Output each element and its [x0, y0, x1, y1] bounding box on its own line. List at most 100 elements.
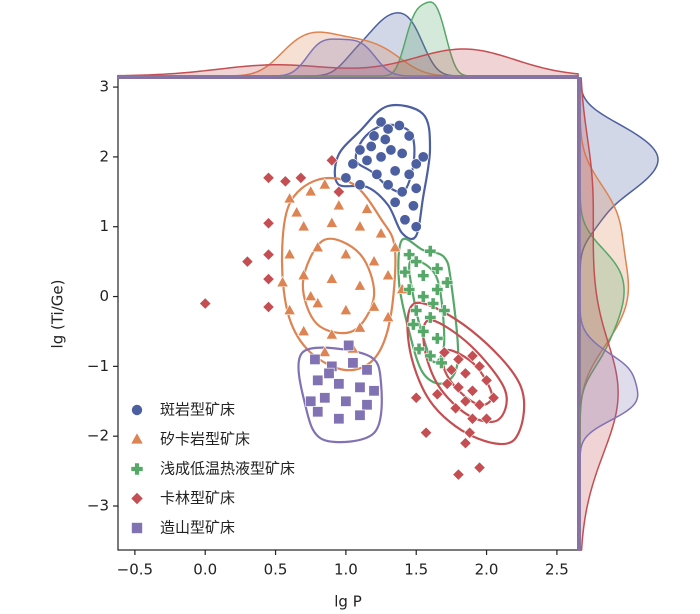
point [382, 123, 394, 135]
legend-label: 浅成低温热液型矿床 [160, 460, 295, 478]
contour [333, 103, 432, 241]
point [398, 266, 411, 279]
point [339, 303, 353, 315]
point [365, 140, 377, 152]
point [361, 364, 373, 376]
point [441, 377, 454, 390]
point [318, 177, 332, 190]
point [294, 171, 308, 184]
x-tick-label: 1.0 [334, 561, 358, 579]
point [399, 214, 411, 226]
contour [301, 237, 376, 335]
y-tick-label: 1 [99, 217, 109, 235]
point [283, 247, 296, 260]
point [354, 409, 366, 421]
point [347, 158, 359, 170]
point [403, 130, 415, 142]
legend-label: 卡林型矿床 [160, 489, 235, 507]
point [283, 303, 296, 315]
point [438, 346, 451, 359]
point [396, 147, 408, 159]
legend-marker [131, 463, 143, 475]
point [441, 276, 454, 289]
point [381, 268, 395, 281]
point [381, 310, 395, 322]
point [438, 304, 451, 317]
point [262, 217, 275, 230]
x-tick-label: 0.0 [193, 561, 217, 579]
point [340, 172, 352, 184]
marginal-x [117, 48, 579, 79]
y-tick-label: 3 [99, 78, 109, 96]
point [241, 255, 254, 268]
point [389, 196, 401, 208]
point [424, 245, 437, 258]
point [325, 216, 339, 228]
x-tick-label: 2.0 [475, 561, 499, 579]
point [407, 200, 419, 212]
point [375, 151, 387, 163]
point [431, 283, 444, 296]
contour [406, 301, 526, 446]
point [480, 412, 493, 425]
point [312, 374, 324, 386]
legend-label: 斑岩型矿床 [160, 401, 235, 419]
point [396, 186, 408, 198]
point [353, 219, 367, 232]
point [487, 391, 500, 404]
point [424, 311, 437, 324]
point [379, 133, 391, 145]
point [332, 185, 346, 198]
point [417, 325, 430, 338]
point [389, 165, 401, 177]
point [459, 437, 472, 450]
point [325, 328, 339, 340]
legend-marker [131, 404, 143, 416]
point [413, 342, 426, 355]
point [449, 402, 462, 415]
point [459, 395, 472, 408]
point [368, 130, 380, 142]
point [305, 395, 317, 407]
marginal-y [577, 77, 639, 551]
legend-label: 造山型矿床 [160, 519, 235, 537]
point [463, 426, 476, 439]
point [417, 151, 429, 163]
y-tick-label: 2 [99, 147, 109, 165]
point [297, 324, 310, 336]
point [371, 168, 383, 180]
point [262, 272, 275, 286]
y-tick-label: 0 [99, 287, 109, 305]
point [318, 345, 332, 357]
point [374, 226, 388, 239]
point [452, 468, 465, 481]
point [466, 349, 479, 363]
point [419, 426, 433, 439]
point [375, 116, 387, 128]
point [262, 248, 275, 261]
point [319, 392, 331, 404]
legend-marker [131, 433, 143, 444]
point [311, 296, 324, 308]
x-axis-label: lg P [334, 593, 362, 611]
point [199, 297, 212, 310]
point [403, 248, 416, 261]
point [424, 349, 437, 362]
point [368, 385, 380, 397]
point [410, 304, 423, 317]
point [361, 399, 373, 411]
point [262, 171, 275, 184]
y-tick-label: −1 [87, 357, 109, 375]
point [445, 363, 458, 377]
point [431, 388, 444, 401]
point [304, 184, 317, 197]
point [367, 300, 381, 312]
point [325, 154, 338, 167]
point [427, 297, 440, 310]
point [304, 289, 317, 302]
point [410, 158, 422, 170]
point [279, 175, 292, 188]
point [417, 290, 430, 303]
point [360, 202, 374, 214]
x-tick-label: −0.5 [117, 561, 153, 579]
